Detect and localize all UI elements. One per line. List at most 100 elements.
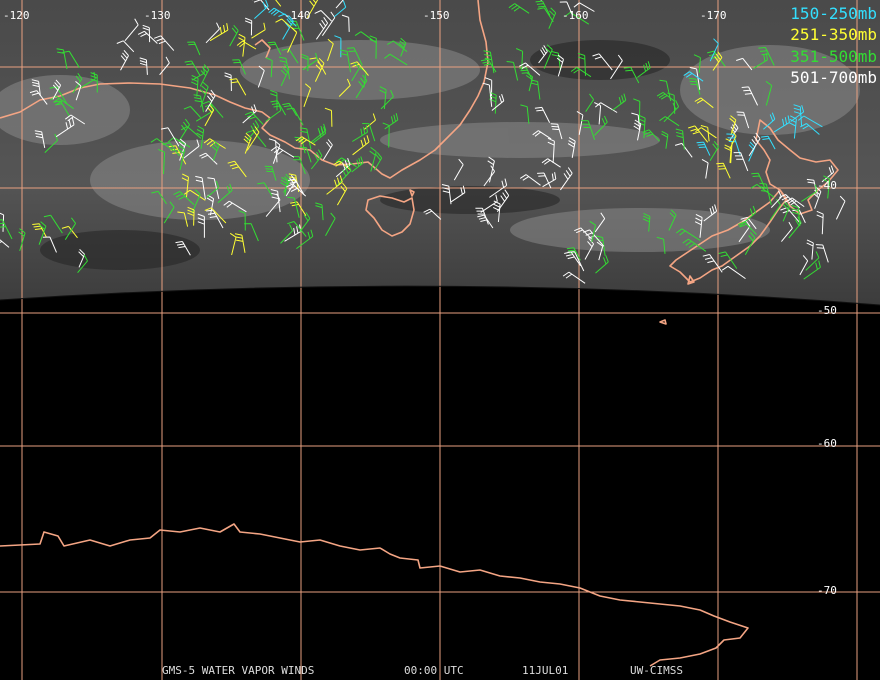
- wind-barb: [288, 178, 305, 195]
- wind-barb: [325, 212, 336, 237]
- wind-barb: [387, 40, 408, 52]
- wind-barb: [193, 94, 204, 113]
- wind-barb: [314, 10, 332, 22]
- wind-barb: [741, 86, 759, 106]
- wind-barb: [537, 172, 552, 189]
- wind-barb: [327, 38, 334, 61]
- wind-barb: [748, 132, 761, 157]
- wind-barb: [351, 156, 364, 173]
- wind-barb: [815, 244, 829, 263]
- wind-barb: [264, 165, 277, 181]
- wind-barb: [281, 48, 299, 64]
- wind-barb: [204, 207, 227, 224]
- wind-barb: [224, 72, 232, 92]
- wind-barb: [559, 167, 573, 191]
- wind-barb: [816, 210, 824, 235]
- wind-barb: [638, 114, 646, 139]
- longitude-label: -150: [423, 9, 450, 22]
- wind-barb: [44, 133, 59, 153]
- wind-barb: [800, 123, 820, 135]
- wind-barb: [805, 251, 820, 271]
- wind-barb: [187, 41, 201, 56]
- wind-barb: [694, 213, 703, 238]
- wind-barb: [52, 79, 62, 100]
- wind-barb: [450, 185, 466, 203]
- wind-barb: [584, 238, 595, 260]
- wind-barb: [594, 115, 608, 136]
- wind-barb: [246, 120, 260, 142]
- wind-barb: [254, 0, 269, 19]
- wind-barb: [43, 214, 63, 234]
- wind-barb: [206, 209, 224, 229]
- wind-barb: [656, 91, 675, 102]
- wind-barb: [688, 125, 709, 143]
- wind-barb: [282, 102, 298, 117]
- wind-barb: [53, 100, 70, 117]
- wind-barb: [354, 31, 377, 44]
- wind-barb: [594, 212, 606, 233]
- wind-barb: [340, 49, 351, 73]
- wind-barb: [689, 67, 701, 90]
- wind-barb: [582, 229, 605, 247]
- latitude-label: -50: [817, 304, 837, 317]
- wind-barb: [280, 63, 290, 87]
- wind-barb: [77, 254, 88, 274]
- wind-barb: [177, 211, 189, 227]
- wind-barb: [696, 141, 711, 156]
- wind-barb: [595, 255, 609, 274]
- wind-barb: [676, 228, 701, 241]
- wind-barb: [709, 140, 720, 162]
- wind-barb: [204, 104, 215, 127]
- wind-barb: [480, 58, 497, 73]
- wind-barb: [205, 89, 216, 112]
- wind-barb: [519, 62, 541, 76]
- wind-barb: [781, 221, 793, 242]
- wind-barb: [576, 110, 584, 135]
- legend-item-501-700mb: 501-700mb: [790, 68, 877, 87]
- wind-barb: [352, 125, 368, 142]
- wind-barb: [32, 223, 47, 238]
- wind-barb: [72, 73, 83, 94]
- wind-barb: [187, 206, 195, 226]
- wind-barb: [61, 225, 78, 239]
- wind-barb: [355, 74, 368, 99]
- wind-barb: [682, 238, 707, 252]
- date-stamp: 11JUL01: [522, 664, 569, 677]
- wind-barb: [362, 123, 376, 142]
- wind-barb: [506, 61, 519, 81]
- wind-barb: [352, 135, 370, 156]
- wind-barb: [206, 180, 220, 198]
- wind-barb: [758, 47, 775, 66]
- wind-barb: [541, 158, 561, 168]
- wind-barb: [315, 17, 329, 40]
- wind-barb: [736, 111, 750, 129]
- wind-barb: [301, 53, 309, 72]
- wind-barb: [137, 30, 158, 44]
- wind-barb: [196, 125, 205, 149]
- wind-barb: [0, 239, 10, 248]
- wind-barb: [515, 48, 524, 70]
- wind-barb: [310, 149, 323, 170]
- wind-barb: [793, 104, 803, 127]
- wind-barb: [139, 57, 148, 75]
- wind-barb: [633, 98, 641, 123]
- wind-barb: [265, 57, 273, 78]
- wind-barb: [567, 137, 576, 158]
- wind-barb: [236, 40, 257, 50]
- wind-barb: [534, 106, 551, 123]
- wind-barb: [161, 127, 180, 147]
- wind-barb: [508, 3, 530, 14]
- wind-barb: [29, 90, 48, 105]
- wind-barb: [227, 160, 247, 178]
- wind-barb: [177, 145, 186, 171]
- wind-barb: [751, 172, 766, 190]
- wind-barb: [562, 271, 586, 284]
- longitude-label: -120: [3, 9, 30, 22]
- wind-barb: [229, 232, 237, 256]
- wind-barb: [642, 129, 660, 142]
- wind-barb: [384, 113, 399, 130]
- wind-barb: [384, 53, 408, 66]
- wind-barb: [183, 139, 200, 159]
- wind-barb: [547, 137, 555, 164]
